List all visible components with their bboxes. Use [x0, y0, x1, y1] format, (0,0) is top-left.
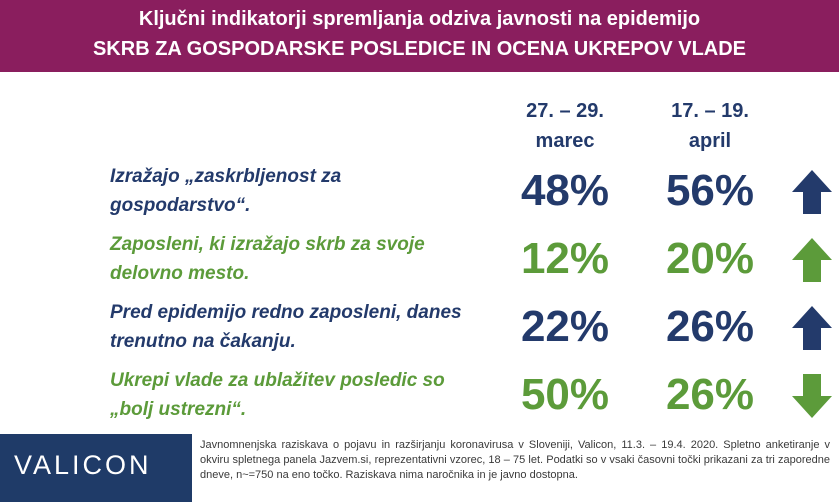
row-label-line: trenutno na čakanju. [110, 331, 296, 352]
value-march: 50% [520, 370, 610, 419]
row-label: Izražajo „zaskrbljenost za gospodarstvo“… [110, 162, 490, 220]
row-label-line: Izražajo „zaskrbljenost za [110, 166, 342, 187]
header-banner: Ključni indikatorji spremljanja odziva j… [0, 0, 839, 72]
footnote: Javnomnenjska raziskava o pojavu in razš… [200, 439, 830, 481]
value-april: 56% [665, 166, 755, 215]
value-march: 22% [520, 302, 610, 351]
row-label-line: Ukrepi vlade za ublažitev posledic so [110, 370, 445, 391]
value-march: 12% [520, 234, 610, 283]
valicon-logo: VALICON [14, 450, 152, 480]
row-label: Pred epidemijo redno zaposleni, danes tr… [110, 298, 490, 356]
column-header-date: 27. – 29. [526, 100, 604, 122]
arrow-down-icon [792, 374, 832, 418]
column-header-april: 17. – 19. april [645, 96, 775, 156]
column-header-date: 17. – 19. [671, 100, 749, 122]
row-label-line: delovno mesto. [110, 263, 250, 284]
column-header-march: 27. – 29. marec [500, 96, 630, 156]
arrow-up-icon [792, 238, 832, 282]
value-april: 26% [665, 302, 755, 351]
row-label-line: Pred epidemijo redno zaposleni, danes [110, 302, 462, 323]
value-april: 20% [665, 234, 755, 283]
header-title: Ključni indikatorji spremljanja odziva j… [138, 8, 701, 30]
header-subtitle: SKRB ZA GOSPODARSKE POSLEDICE IN OCENA U… [92, 38, 747, 60]
arrow-up-icon [792, 170, 832, 214]
row-label: Zaposleni, ki izražajo skrb za svoje del… [110, 230, 490, 288]
row-label: Ukrepi vlade za ublažitev posledic so „b… [110, 366, 490, 424]
column-header-month: marec [535, 130, 595, 152]
logo-box [0, 434, 192, 502]
value-april: 26% [665, 370, 755, 419]
arrow-up-icon [792, 306, 832, 350]
row-label-line: „bolj ustrezni“. [110, 399, 247, 420]
value-march: 48% [520, 166, 610, 215]
row-label-line: Zaposleni, ki izražajo skrb za svoje [110, 234, 425, 255]
column-header-month: april [688, 130, 732, 152]
row-label-line: gospodarstvo“. [110, 195, 251, 216]
